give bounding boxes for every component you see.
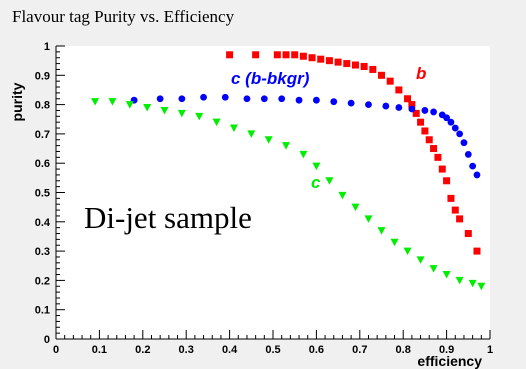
x-tick-label: 0.8	[396, 344, 411, 356]
marker-c-b-bkgr	[461, 139, 468, 146]
marker-b	[439, 166, 446, 173]
marker-c-b-bkgr	[465, 151, 472, 158]
marker-b	[395, 86, 402, 93]
marker-c-b-bkgr	[330, 98, 337, 105]
sample-annotation: Di-jet sample	[84, 200, 252, 235]
series-label-c: c	[311, 173, 321, 192]
y-tick-label: 0.8	[35, 100, 50, 112]
marker-b	[447, 195, 454, 202]
marker-c-b-bkgr	[278, 95, 285, 102]
plot-area	[56, 46, 490, 339]
marker-b	[421, 127, 428, 134]
marker-b	[361, 63, 368, 70]
marker-c-b-bkgr	[469, 163, 476, 170]
marker-c-b-bkgr	[157, 95, 164, 102]
marker-b	[343, 60, 350, 67]
series-label-b: b	[416, 64, 426, 83]
marker-c-b-bkgr	[382, 103, 389, 110]
marker-c-b-bkgr	[452, 125, 459, 132]
marker-b	[326, 57, 333, 64]
y-axis-label: purity	[9, 82, 25, 121]
marker-c-b-bkgr	[474, 172, 481, 179]
marker-c-b-bkgr	[244, 95, 251, 102]
y-tick-label: 0.3	[35, 246, 50, 258]
marker-c-b-bkgr	[261, 95, 268, 102]
marker-b	[452, 207, 459, 214]
x-axis-label: efficiency	[417, 353, 482, 369]
marker-b	[274, 51, 281, 58]
marker-c-b-bkgr	[395, 104, 402, 111]
marker-b	[465, 230, 472, 237]
marker-c-b-bkgr	[365, 101, 372, 108]
marker-b	[317, 56, 324, 63]
marker-b	[291, 51, 298, 58]
y-tick-label: 0	[44, 334, 50, 346]
marker-c-b-bkgr	[222, 94, 229, 101]
x-tick-label: 0.1	[92, 344, 107, 356]
marker-c-b-bkgr	[178, 95, 185, 102]
marker-b	[426, 136, 433, 143]
marker-b	[434, 154, 441, 161]
chart-title: Flavour tag Purity vs. Efficiency	[12, 7, 235, 26]
marker-b	[352, 62, 359, 69]
marker-b	[378, 72, 385, 79]
marker-c-b-bkgr	[448, 119, 455, 126]
x-tick-label: 0.4	[222, 344, 238, 356]
y-tick-label: 0.6	[35, 158, 50, 170]
marker-b	[283, 51, 290, 58]
marker-b	[300, 53, 307, 60]
marker-b	[226, 51, 233, 58]
marker-c-b-bkgr	[408, 106, 415, 113]
marker-c-b-bkgr	[422, 107, 429, 114]
marker-b	[252, 51, 259, 58]
x-tick-label: 0.5	[265, 344, 280, 356]
marker-b	[456, 215, 463, 222]
marker-c-b-bkgr	[313, 97, 320, 104]
x-tick-label: 0	[53, 344, 59, 356]
marker-c-b-bkgr	[200, 94, 207, 101]
marker-c-b-bkgr	[430, 109, 437, 116]
series-label-c-b-bkgr: c (b-bkgr)	[231, 69, 310, 88]
marker-c-b-bkgr	[348, 100, 355, 107]
marker-b	[417, 119, 424, 126]
marker-b	[309, 54, 316, 61]
y-tick-label: 0.5	[35, 188, 50, 200]
marker-c-b-bkgr	[296, 97, 303, 104]
y-tick-label: 0.9	[35, 70, 50, 82]
x-tick-label: 0.6	[309, 344, 324, 356]
y-tick-label: 0.2	[35, 275, 50, 287]
y-tick-label: 0.7	[35, 129, 50, 141]
x-tick-label: 1	[487, 344, 493, 356]
y-tick-label: 1	[44, 41, 50, 53]
y-tick-label: 0.1	[35, 305, 50, 317]
y-tick-label: 0.4	[35, 217, 51, 229]
x-tick-label: 0.7	[352, 344, 367, 356]
marker-c-b-bkgr	[456, 131, 463, 138]
marker-b	[430, 145, 437, 152]
marker-b	[443, 177, 450, 184]
marker-b	[473, 248, 480, 255]
marker-b	[387, 78, 394, 85]
marker-b	[335, 59, 342, 66]
x-tick-label: 0.2	[135, 344, 150, 356]
x-tick-label: 0.3	[179, 344, 194, 356]
marker-b	[369, 66, 376, 73]
